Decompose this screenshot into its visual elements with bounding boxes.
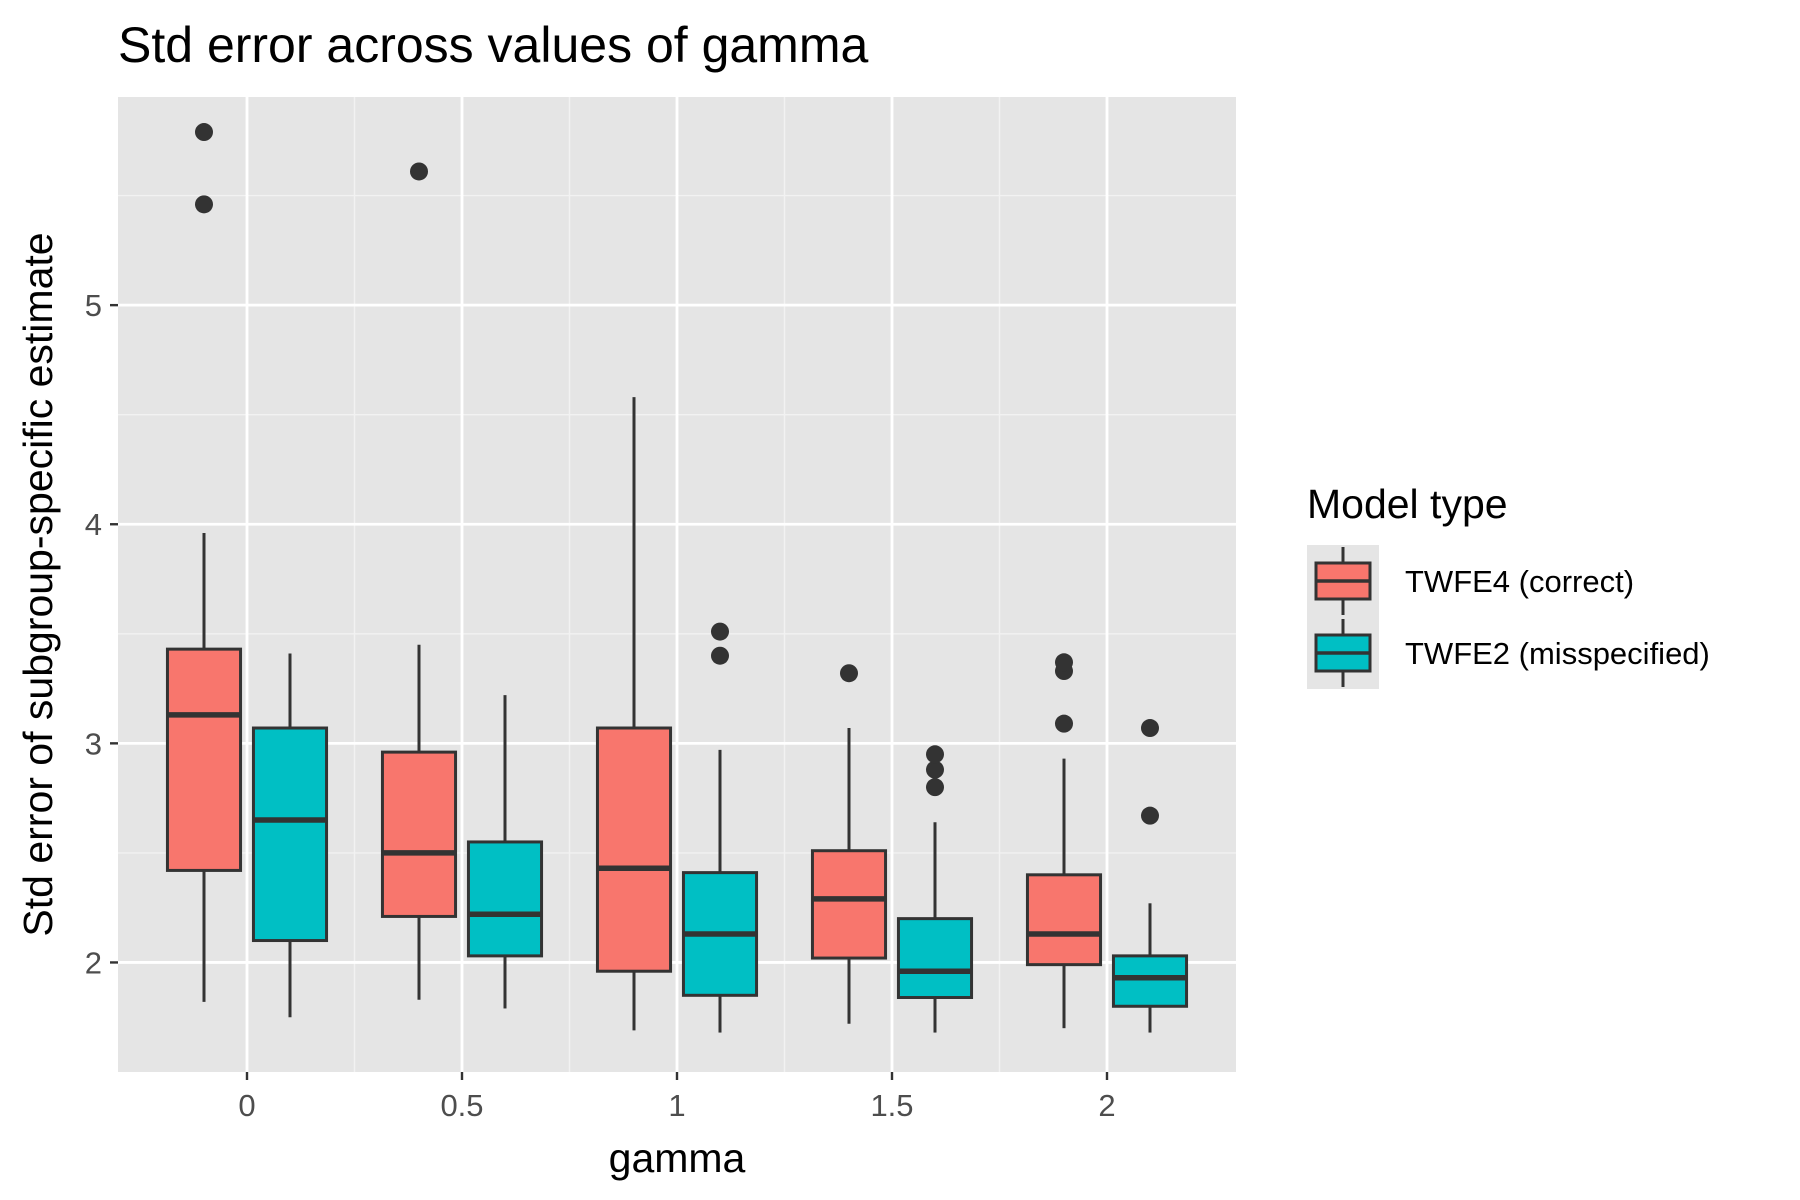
box-iqr xyxy=(466,840,544,958)
y-tick-label: 5 xyxy=(85,288,102,323)
box xyxy=(165,123,243,1002)
box-iqr xyxy=(380,750,458,918)
x-tick-label: 0.5 xyxy=(440,1088,483,1123)
legend-key: TWFE2 (misspecified) xyxy=(1307,617,1710,689)
box xyxy=(1111,719,1189,1033)
box-iqr xyxy=(595,726,673,973)
outlier-point xyxy=(711,646,729,665)
x-tick-label: 1 xyxy=(668,1088,685,1123)
x-axis: 0 0.5 1 1.5 2 xyxy=(238,1072,1116,1123)
box xyxy=(466,695,544,1009)
chart-title: Std error across values of gamma xyxy=(118,17,868,73)
box xyxy=(595,397,673,1031)
y-tick-label: 3 xyxy=(85,726,102,761)
x-tick-label: 0 xyxy=(238,1088,255,1123)
legend-key: TWFE4 (correct) xyxy=(1307,545,1634,617)
box-iqr xyxy=(1025,873,1103,967)
box-series-group xyxy=(165,123,1189,1033)
box xyxy=(380,162,458,1000)
outlier-point xyxy=(926,745,944,764)
box xyxy=(896,745,974,1033)
y-tick-label: 4 xyxy=(85,507,102,542)
box-iqr xyxy=(810,849,888,960)
outlier-point xyxy=(1055,714,1073,733)
box-iqr xyxy=(1111,954,1189,1008)
outlier-point xyxy=(711,622,729,641)
outlier-point xyxy=(1141,719,1159,738)
legend-label: TWFE4 (correct) xyxy=(1405,564,1634,599)
outlier-point xyxy=(1141,806,1159,825)
outlier-point xyxy=(410,162,428,181)
outlier-point xyxy=(195,123,213,142)
legend-title: Model type xyxy=(1307,481,1508,527)
x-tick-label: 2 xyxy=(1098,1088,1115,1123)
box-iqr xyxy=(251,726,329,943)
legend: Model type TWFE4 (correct) TWFE2 (misspec… xyxy=(1307,481,1710,689)
outlier-point xyxy=(195,195,213,214)
outlier-point xyxy=(926,760,944,779)
outlier-point xyxy=(1055,653,1073,672)
box xyxy=(810,664,888,1024)
x-tick-label: 1.5 xyxy=(870,1088,913,1123)
outlier-point xyxy=(926,778,944,797)
grid-major xyxy=(118,97,1236,1072)
box xyxy=(1025,653,1103,1029)
legend-label: TWFE2 (misspecified) xyxy=(1405,636,1710,671)
box-iqr xyxy=(165,647,243,872)
box-iqr xyxy=(896,917,974,1000)
y-tick-label: 2 xyxy=(85,945,102,980)
box-series xyxy=(251,622,1189,1033)
outlier-point xyxy=(840,664,858,683)
box-series xyxy=(165,123,1103,1031)
box xyxy=(681,622,759,1033)
y-axis-title: Std error of subgroup-specific estimate xyxy=(15,232,61,936)
y-axis: 2 3 4 5 xyxy=(85,288,118,980)
x-axis-title: gamma xyxy=(609,1135,746,1181)
box xyxy=(251,653,329,1018)
